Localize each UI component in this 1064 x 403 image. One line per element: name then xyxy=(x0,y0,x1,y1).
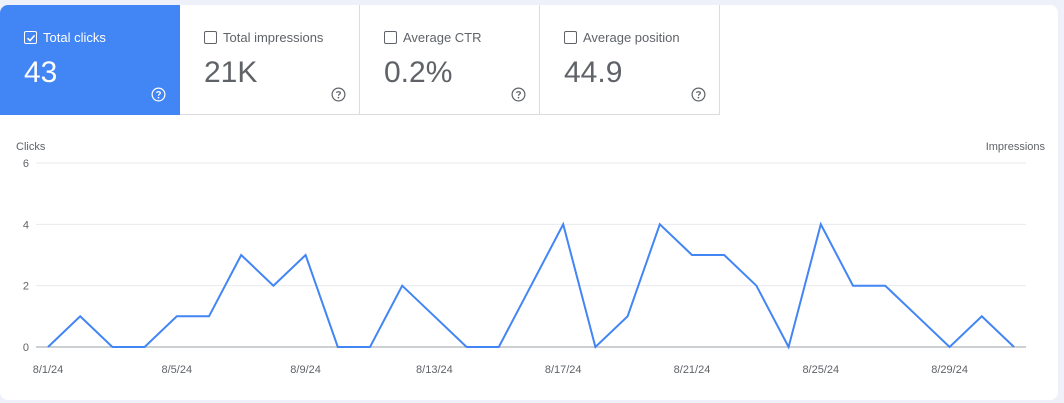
y-tick-label: 0 xyxy=(23,342,29,354)
x-tick-label: 8/9/24 xyxy=(290,364,321,376)
help-circle-icon[interactable] xyxy=(331,87,346,102)
series-line-clicks xyxy=(47,221,1015,350)
y-axis-label-left: Clicks xyxy=(16,141,46,153)
checkbox-icon[interactable] xyxy=(384,31,397,44)
x-tick-label: 8/1/24 xyxy=(33,364,64,376)
metric-label: Average position xyxy=(583,30,680,45)
x-tick-label: 8/21/24 xyxy=(674,364,711,376)
clicks-line-chart: Clicks Impressions 0 2 4 6 8/1/24 8/5/24 8/9/… xyxy=(16,141,1046,376)
metric-card-total-clicks[interactable]: Total clicks 43 xyxy=(0,5,180,115)
metric-label: Total clicks xyxy=(43,30,106,45)
x-tick-label: 8/29/24 xyxy=(931,364,968,376)
metric-label: Average CTR xyxy=(403,30,482,45)
x-tick-label: 8/25/24 xyxy=(802,364,839,376)
performance-panel: Total clicks 43 Total impressions 21K xyxy=(0,5,1058,400)
metric-cards: Total clicks 43 Total impressions 21K xyxy=(0,5,720,115)
y-tick-label: 6 xyxy=(23,158,29,170)
checkbox-icon[interactable] xyxy=(564,31,577,44)
metric-card-average-position[interactable]: Average position 44.9 xyxy=(540,5,720,115)
metric-value: 44.9 xyxy=(564,56,623,89)
x-tick-label: 8/17/24 xyxy=(545,364,582,376)
y-tick-label: 2 xyxy=(23,281,29,293)
metric-value: 0.2% xyxy=(384,56,453,89)
metric-label: Total impressions xyxy=(223,30,324,45)
help-circle-icon[interactable] xyxy=(151,87,166,102)
metric-value: 21K xyxy=(204,56,258,89)
x-tick-label: 8/5/24 xyxy=(162,364,193,376)
help-circle-icon[interactable] xyxy=(511,87,526,102)
metric-value: 43 xyxy=(24,56,58,89)
y-axis-label-right: Impressions xyxy=(986,141,1046,153)
metric-card-average-ctr[interactable]: Average CTR 0.2% xyxy=(360,5,540,115)
metric-card-total-impressions[interactable]: Total impressions 21K xyxy=(180,5,360,115)
x-tick-label: 8/13/24 xyxy=(416,364,453,376)
help-circle-icon[interactable] xyxy=(691,87,706,102)
checkbox-icon[interactable] xyxy=(24,31,37,44)
checkbox-icon[interactable] xyxy=(204,31,217,44)
y-tick-label: 4 xyxy=(23,219,29,231)
